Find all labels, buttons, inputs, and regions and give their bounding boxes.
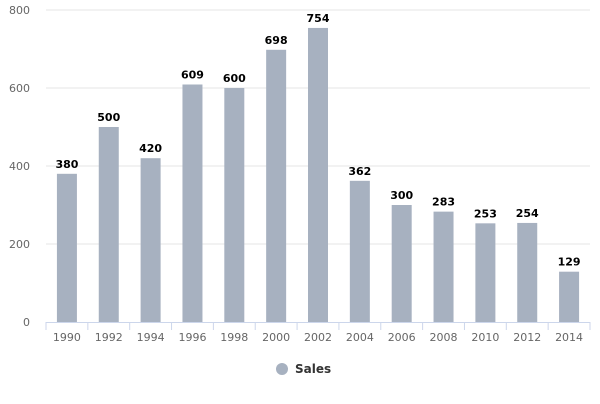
x-axis: 1990 1992 1994 1996 1998 2000 2002 2004 2006 2008…	[45, 322, 591, 344]
data-label-2008: 283	[432, 196, 455, 209]
y-tick-label: 800	[9, 4, 30, 17]
bar-2000[interactable]	[266, 49, 287, 322]
x-tick-label-2004: 2004	[346, 331, 374, 344]
data-label-2010: 253	[474, 207, 497, 220]
bar-1994[interactable]	[140, 158, 161, 322]
bars	[56, 27, 580, 323]
x-tick-label-2010: 2010	[471, 331, 499, 344]
x-tick-label-1990: 1990	[53, 331, 81, 344]
data-labels: 380 500 420 609 600 698 754 362 300 283 253 254 129	[55, 12, 580, 269]
bar-1996[interactable]	[182, 84, 203, 323]
bar-2012[interactable]	[517, 222, 538, 322]
x-tick-label-2002: 2002	[304, 331, 332, 344]
bar-2014[interactable]	[559, 271, 580, 322]
data-label-2006: 300	[390, 189, 413, 202]
y-tick-label: 200	[9, 238, 30, 251]
bar-2006[interactable]	[391, 205, 412, 322]
data-label-2000: 698	[265, 34, 288, 47]
x-tick-label-2006: 2006	[388, 331, 416, 344]
legend[interactable]: Sales	[276, 362, 331, 376]
legend-label-sales[interactable]: Sales	[295, 362, 331, 376]
bar-1998[interactable]	[224, 88, 245, 322]
bar-1992[interactable]	[98, 127, 119, 322]
y-tick-label: 400	[9, 160, 30, 173]
data-label-1996: 609	[181, 68, 204, 81]
bar-1990[interactable]	[56, 173, 77, 322]
bar-2002[interactable]	[308, 27, 328, 322]
data-label-2014: 129	[558, 256, 581, 269]
y-tick-label: 0	[23, 316, 30, 329]
legend-marker-sales[interactable]	[276, 363, 288, 375]
x-tick-label-1994: 1994	[137, 331, 165, 344]
data-label-2012: 254	[516, 207, 539, 220]
y-tick-label: 600	[9, 82, 30, 95]
x-tick-label-1992: 1992	[95, 331, 123, 344]
data-label-1994: 420	[139, 142, 162, 155]
bar-2008[interactable]	[433, 211, 454, 322]
x-tick-label-2012: 2012	[513, 331, 541, 344]
x-tick-label-1996: 1996	[178, 331, 206, 344]
x-tick-label-1998: 1998	[220, 331, 248, 344]
x-tick-label-2008: 2008	[430, 331, 458, 344]
y-axis: 0 200 400 600 800	[9, 4, 30, 329]
data-label-1990: 380	[55, 158, 78, 171]
bar-2010[interactable]	[475, 223, 496, 322]
data-label-1992: 500	[97, 111, 120, 124]
bar-2004[interactable]	[349, 180, 370, 322]
x-tick-label-2014: 2014	[555, 331, 583, 344]
x-tick-label-2000: 2000	[262, 331, 290, 344]
data-label-2002: 754	[307, 12, 330, 25]
data-label-1998: 600	[223, 72, 246, 85]
data-label-2004: 362	[348, 165, 371, 178]
